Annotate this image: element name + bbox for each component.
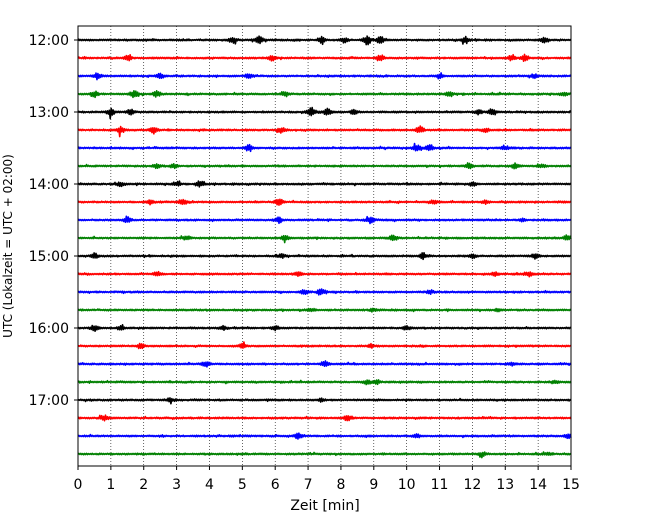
trace-1500 [77, 251, 572, 261]
y-tick-label: 13:00 [29, 105, 69, 121]
trace-1600 [77, 323, 572, 332]
trace-1630 [77, 360, 572, 368]
trace-1545 [77, 307, 572, 313]
trace-1745 [77, 451, 572, 459]
trace-1515 [77, 270, 572, 278]
y-axis-ticks: 12:00 13:00 14:00 15:00 16:00 17:00 [29, 33, 78, 409]
x-tick-label: 7 [304, 477, 313, 493]
trace-1445 [77, 234, 572, 244]
trace-1215 [77, 53, 572, 63]
trace-1415 [77, 198, 572, 206]
trace-series [77, 35, 572, 459]
x-tick-label: 11 [431, 477, 449, 493]
trace-1330 [77, 142, 572, 153]
x-tick-label: 12 [463, 477, 481, 493]
trace-1300 [77, 106, 572, 120]
x-tick-label: 5 [238, 477, 247, 493]
x-tick-label: 10 [398, 477, 416, 493]
x-tick-label: 8 [336, 477, 345, 493]
x-tick-label: 15 [562, 477, 580, 493]
trace-1200 [77, 35, 572, 46]
plot-frame [77, 25, 572, 467]
trace-1430 [77, 215, 572, 225]
trace-1645 [77, 379, 572, 386]
x-axis-label: Zeit [min] [290, 498, 359, 514]
trace-1315 [77, 125, 572, 138]
x-tick-label: 9 [369, 477, 378, 493]
y-tick-label: 15:00 [29, 249, 69, 265]
trace-1400 [77, 180, 572, 188]
y-axis-label: UTC (Lokalzeit = UTC + 02:00) [1, 154, 15, 338]
x-tick-label: 4 [205, 477, 214, 493]
trace-1615 [77, 341, 572, 350]
trace-1530 [77, 288, 572, 296]
trace-1730 [77, 432, 572, 440]
x-tick-label: 1 [106, 477, 115, 493]
x-tick-label: 6 [271, 477, 280, 493]
x-tick-label: 14 [529, 477, 547, 493]
trace-1715 [77, 414, 572, 422]
y-tick-label: 17:00 [29, 393, 69, 409]
trace-1245 [77, 90, 572, 99]
grid-lines [110, 26, 539, 466]
trace-1700 [77, 397, 572, 405]
y-tick-label: 14:00 [29, 177, 69, 193]
y-tick-label: 16:00 [29, 321, 69, 337]
x-tick-label: 13 [496, 477, 514, 493]
x-tick-label: 3 [172, 477, 181, 493]
y-tick-label: 12:00 [29, 33, 69, 49]
trace-1230 [77, 72, 572, 81]
x-tick-label: 0 [74, 477, 83, 493]
x-axis-ticks: 0 1 2 3 4 5 6 7 8 9 10 11 12 13 14 15 [74, 466, 580, 493]
trace-1345 [77, 162, 572, 170]
x-tick-label: 2 [139, 477, 148, 493]
